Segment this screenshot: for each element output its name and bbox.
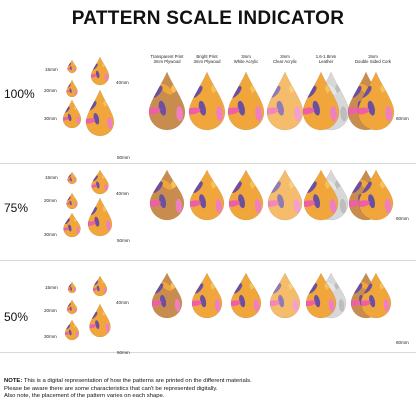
size-sample-0-4 bbox=[86, 90, 114, 136]
size-label-50mm: 50mm bbox=[117, 350, 130, 355]
column-header-white-acrylic: 3mm White Acrylic bbox=[223, 54, 269, 65]
column-header-line2: Clear Acrylic bbox=[273, 59, 297, 65]
column-header-clear-acrylic: 3mm Clear Acrylic bbox=[262, 54, 308, 65]
size-sample-0-1 bbox=[66, 80, 78, 97]
size-label-20mm: 20mm bbox=[44, 308, 57, 313]
material-sample-0-1 bbox=[150, 170, 184, 220]
scale-label-75: 75% bbox=[4, 201, 29, 215]
size-sample-2-4 bbox=[89, 304, 111, 337]
column-header-bright-plywood: Bright Print 3mm Plywood bbox=[184, 54, 230, 65]
section-divider bbox=[0, 163, 416, 164]
column-header-line1: 3mm bbox=[241, 54, 251, 59]
size-label-40mm: 40mm bbox=[116, 300, 129, 305]
size-label-60mm: 60mm bbox=[396, 116, 409, 121]
section-divider bbox=[0, 260, 416, 261]
column-header-transparent-plywood: Transparent Print 3mm Plywood bbox=[144, 54, 190, 65]
size-label-40mm: 40mm bbox=[116, 80, 129, 85]
material-sample-2-1 bbox=[229, 170, 263, 220]
column-header-line1: 3mm bbox=[368, 54, 378, 59]
size-label-20mm: 20mm bbox=[44, 198, 57, 203]
material-sample-1-0 bbox=[189, 72, 225, 130]
material-sample-2-0 bbox=[228, 72, 264, 130]
material-sample-3-1 bbox=[268, 170, 302, 220]
size-label-60mm: 60mm bbox=[396, 216, 409, 221]
page-title: PATTERN SCALE INDICATOR bbox=[71, 8, 345, 29]
size-label-20mm: 20mm bbox=[44, 88, 57, 93]
size-label-30mm: 30mm bbox=[44, 232, 57, 237]
column-header-line2: Leather bbox=[318, 59, 334, 65]
column-header-line1: Transparent Print bbox=[150, 54, 184, 59]
scale-label-100: 100% bbox=[4, 87, 35, 101]
column-header-line2: Double Sided Cork bbox=[354, 59, 392, 65]
footnote-line-1: NOTE: This is a digital representation o… bbox=[4, 378, 414, 386]
size-label-15mm: 15mm bbox=[45, 285, 58, 290]
column-header-leather: 1.6-1.8mm Leather bbox=[303, 54, 349, 65]
size-label-50mm: 50mm bbox=[117, 238, 130, 243]
size-sample-1-3 bbox=[91, 170, 109, 194]
material-sample-3-0 bbox=[267, 72, 303, 130]
note-label: NOTE: bbox=[4, 378, 23, 384]
scale-label-50: 50% bbox=[4, 310, 29, 324]
size-label-15mm: 15mm bbox=[45, 67, 58, 72]
note-text-2: Please be aware there are some character… bbox=[4, 385, 218, 392]
size-label-30mm: 30mm bbox=[44, 116, 57, 121]
note-text-3: Also note, the placement of the pattern … bbox=[4, 393, 165, 400]
footnote: NOTE: This is a digital representation o… bbox=[4, 378, 414, 401]
column-header-cork: 3mm Double Sided Cork bbox=[350, 54, 396, 65]
size-sample-1-2 bbox=[63, 213, 81, 237]
column-header-line2: 3mm Plywood bbox=[153, 59, 181, 65]
column-header-line2: 3mm Plywood bbox=[193, 59, 221, 65]
note-text-1: This is a digital representation of how … bbox=[22, 378, 252, 384]
column-header-line1: 1.6-1.8mm bbox=[315, 54, 337, 59]
size-label-40mm: 40mm bbox=[116, 191, 129, 196]
size-label-50mm: 50mm bbox=[117, 155, 130, 160]
material-sample-0-0 bbox=[149, 72, 185, 130]
material-sample-1-1 bbox=[190, 170, 224, 220]
size-label-15mm: 15mm bbox=[45, 175, 58, 180]
column-header-line2: White Acrylic bbox=[233, 59, 259, 65]
size-label-30mm: 30mm bbox=[44, 334, 57, 339]
column-header-line1: Bright Print bbox=[196, 54, 218, 59]
column-header-line1: 3mm bbox=[280, 54, 290, 59]
section-divider bbox=[0, 352, 416, 353]
size-label-60mm: 60mm bbox=[396, 340, 409, 345]
